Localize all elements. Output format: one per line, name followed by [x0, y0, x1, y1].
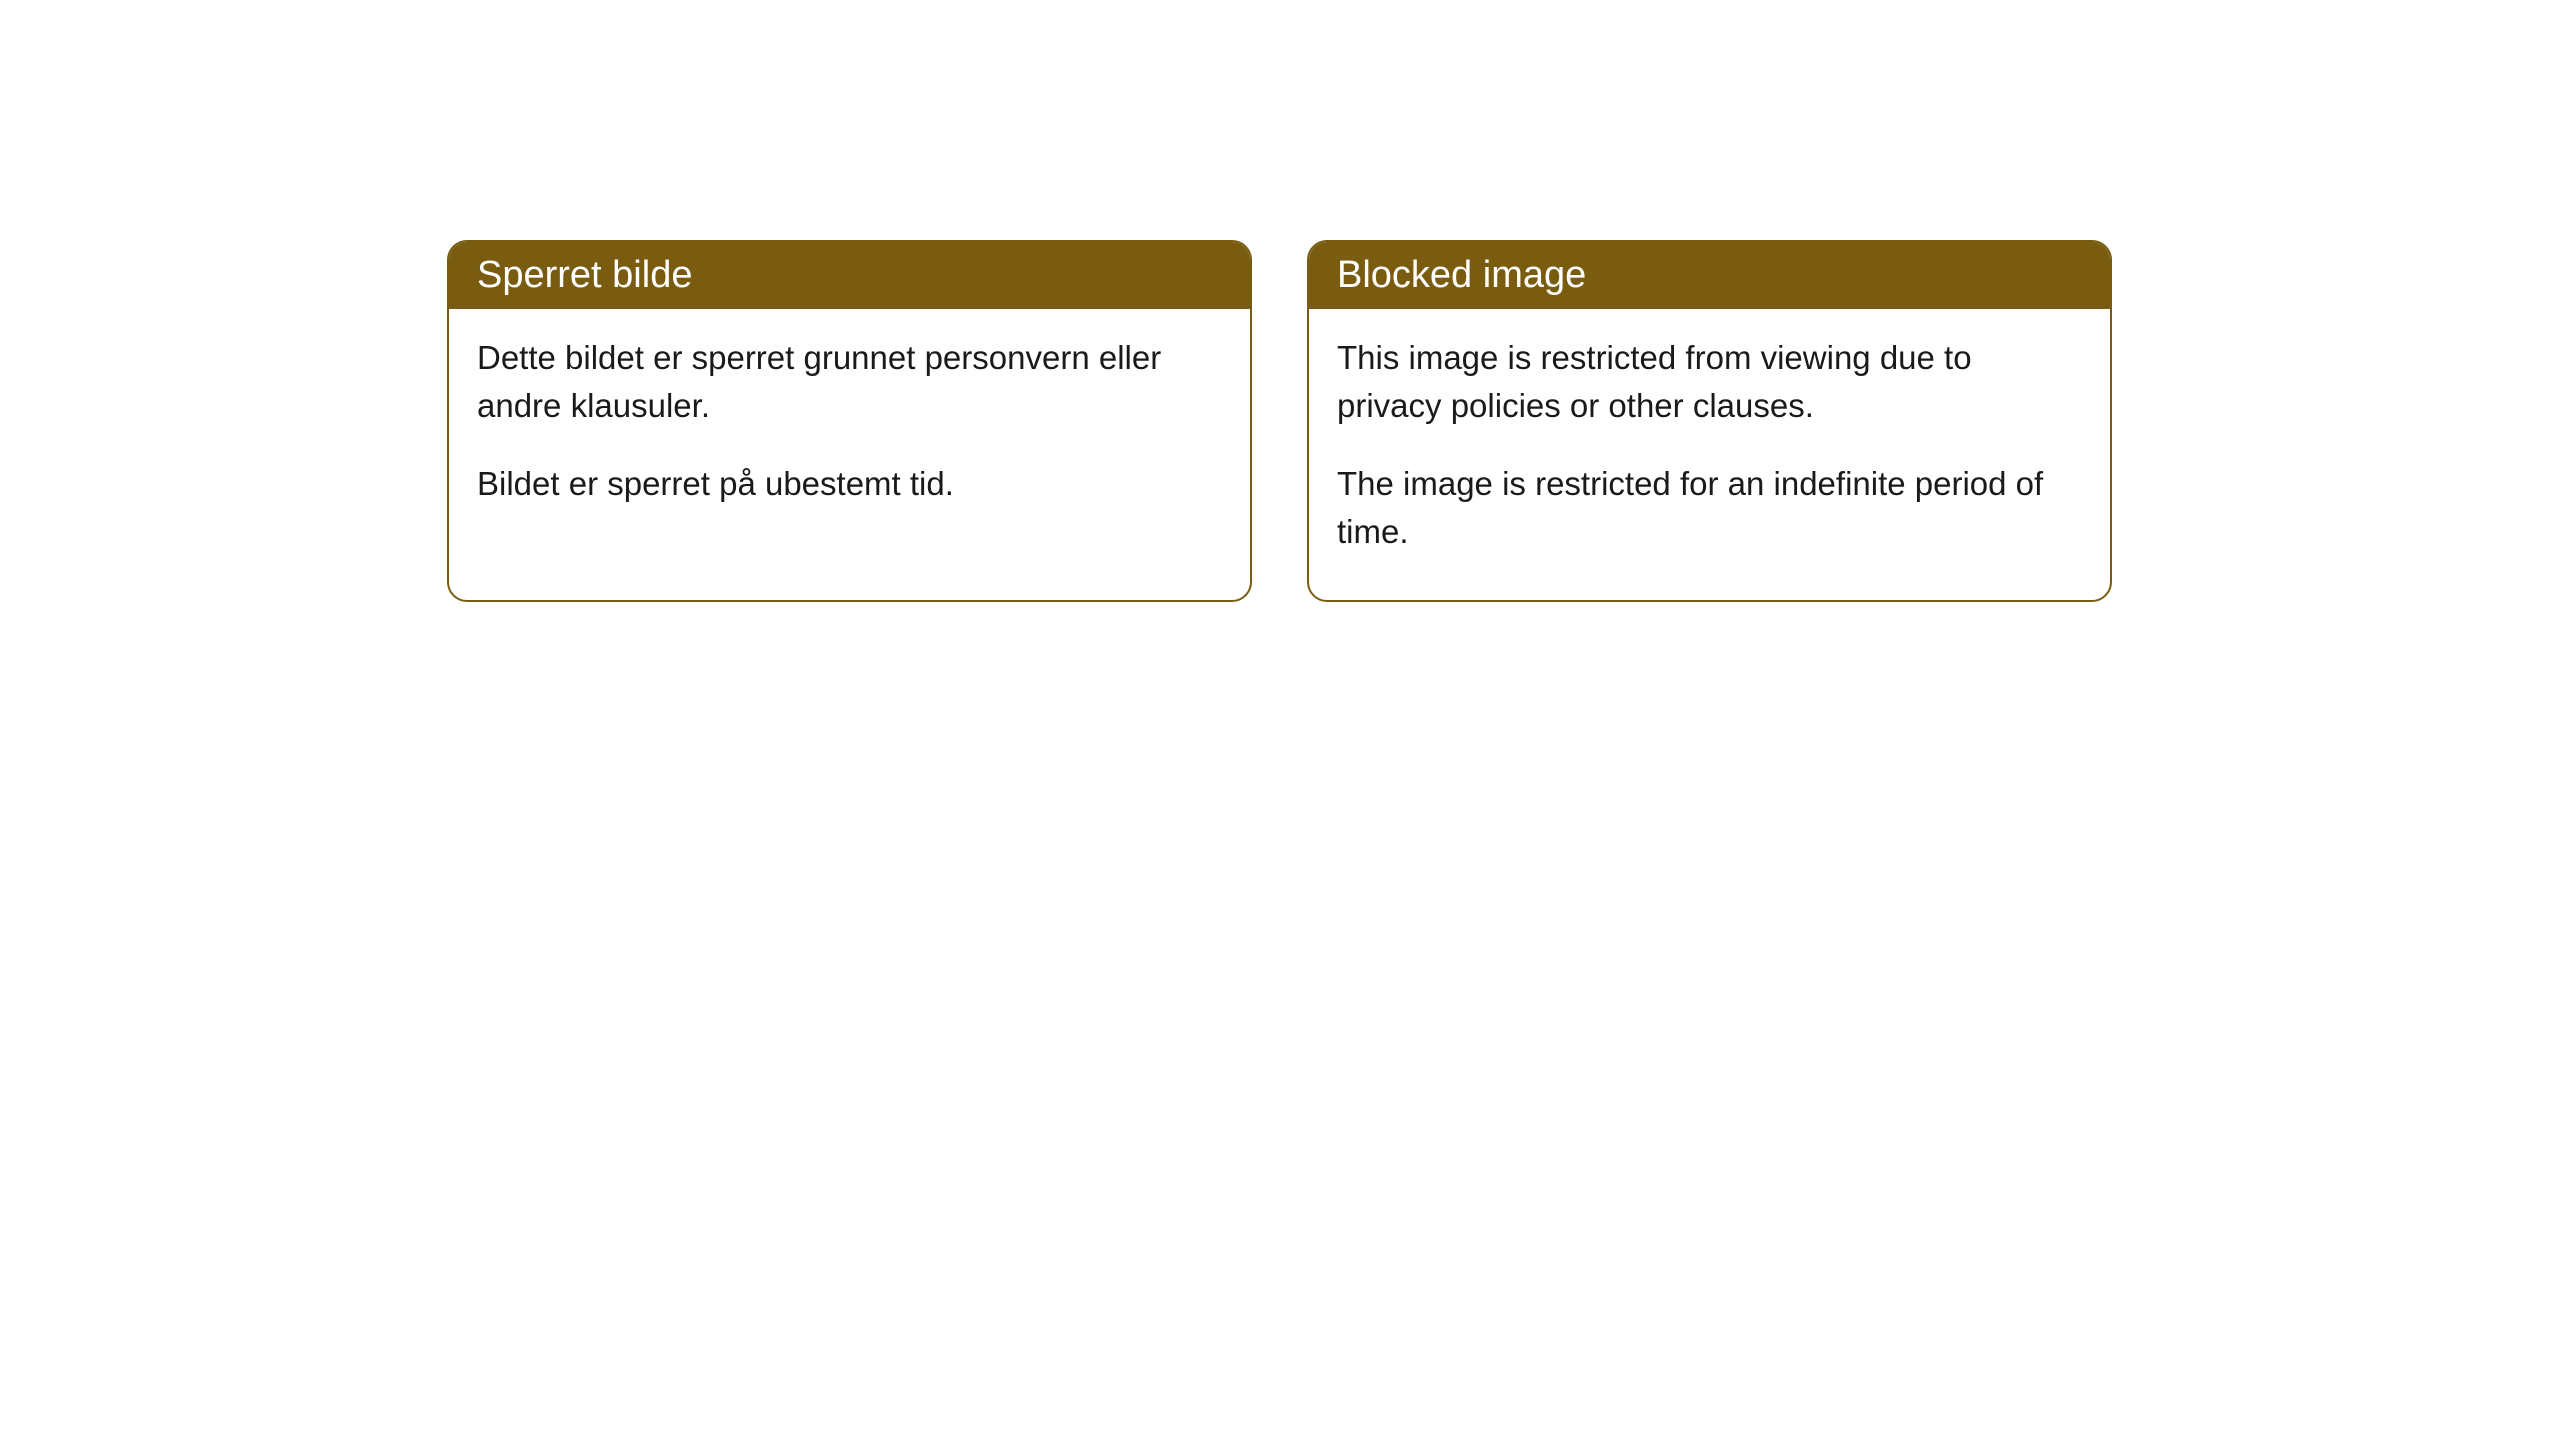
card-paragraph-1: Dette bildet er sperret grunnet personve… [477, 334, 1222, 430]
card-paragraph-1: This image is restricted from viewing du… [1337, 334, 2082, 430]
card-paragraph-2: The image is restricted for an indefinit… [1337, 460, 2082, 556]
blocked-image-card-english: Blocked image This image is restricted f… [1307, 240, 2112, 602]
card-header: Sperret bilde [449, 242, 1250, 309]
card-paragraph-2: Bildet er sperret på ubestemt tid. [477, 460, 1222, 508]
card-title: Blocked image [1337, 254, 1586, 296]
card-body: Dette bildet er sperret grunnet personve… [449, 309, 1250, 553]
blocked-image-card-norwegian: Sperret bilde Dette bildet er sperret gr… [447, 240, 1252, 602]
notice-container: Sperret bilde Dette bildet er sperret gr… [447, 240, 2112, 602]
card-title: Sperret bilde [477, 254, 692, 296]
card-header: Blocked image [1309, 242, 2110, 309]
card-body: This image is restricted from viewing du… [1309, 309, 2110, 600]
